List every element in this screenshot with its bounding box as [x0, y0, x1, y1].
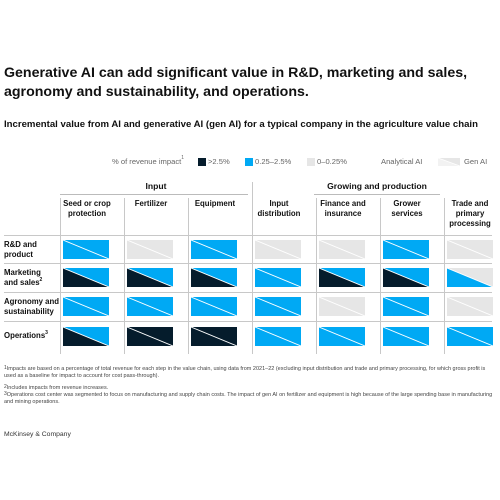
column-rule-1: [124, 198, 125, 354]
legend-label-analytical-ai: Analytical AI: [381, 157, 423, 166]
group-rule-input: [60, 194, 248, 195]
footnote-2: 2Includes impacts from revenue increases…: [4, 384, 109, 392]
cell-r3-c0: [63, 327, 109, 346]
cell-r2-c4: [319, 297, 365, 316]
column-header-4: Finance and insurance: [320, 199, 366, 218]
cell-r3-c1: [127, 327, 173, 346]
cell-divider: [447, 268, 493, 287]
cell-r3-c5: [383, 327, 429, 346]
cell-divider: [447, 297, 493, 316]
legend-swatch-low: [307, 158, 315, 166]
column-rule-5: [380, 198, 381, 354]
row-rule-2: [4, 292, 492, 293]
cell-r0-c1: [127, 240, 173, 259]
cell-divider: [127, 297, 173, 316]
cell-divider: [191, 297, 237, 316]
column-rule-4: [316, 198, 317, 354]
cell-divider: [255, 297, 301, 316]
cell-divider: [447, 240, 493, 259]
cell-r2-c1: [127, 297, 173, 316]
cell-r1-c1: [127, 268, 173, 287]
cell-divider: [319, 240, 365, 259]
cell-r0-c3: [255, 240, 301, 259]
column-header-2: Equipment: [194, 199, 236, 208]
row-label-0: R&D and product: [4, 240, 37, 259]
cell-divider: [383, 268, 429, 287]
cell-r2-c5: [383, 297, 429, 316]
cell-divider: [255, 327, 301, 346]
column-rule-0: [60, 198, 61, 354]
cell-r1-c5: [383, 268, 429, 287]
column-header-0: Seed or crop protection: [63, 199, 111, 218]
row-rule-3: [4, 321, 492, 322]
cell-divider: [127, 327, 173, 346]
group-label-input: Input: [145, 181, 167, 191]
column-rule-6: [444, 198, 445, 354]
cell-divider: [255, 268, 301, 287]
cell-divider: [255, 240, 301, 259]
cell-divider: [383, 240, 429, 259]
cell-r2-c2: [191, 297, 237, 316]
column-header-5: Grower services: [391, 199, 423, 218]
column-header-3: Input distribution: [257, 199, 301, 218]
cell-divider: [127, 268, 173, 287]
cell-r3-c3: [255, 327, 301, 346]
cell-r0-c4: [319, 240, 365, 259]
legend-label-low: 0–0.25%: [317, 157, 347, 166]
cell-divider: [63, 240, 109, 259]
row-rule-0: [4, 235, 492, 236]
cell-divider: [191, 327, 237, 346]
legend-swatch-high: [198, 158, 206, 166]
cell-r3-c2: [191, 327, 237, 346]
cell-r3-c6: [447, 327, 493, 346]
cell-r2-c3: [255, 297, 301, 316]
cell-r0-c5: [383, 240, 429, 259]
cell-divider: [319, 297, 365, 316]
cell-divider: [191, 268, 237, 287]
column-header-6: Trade and primary processing: [449, 199, 491, 228]
cell-r2-c0: [63, 297, 109, 316]
cell-r1-c4: [319, 268, 365, 287]
cell-r2-c6: [447, 297, 493, 316]
cell-divider: [191, 240, 237, 259]
source-label: McKinsey & Company: [4, 431, 71, 438]
legend-gen-ai-swatch: [438, 158, 460, 166]
legend-label-gen-ai: Gen AI: [464, 157, 488, 166]
legend-label-mid: 0.25–2.5%: [255, 157, 292, 166]
cell-r0-c6: [447, 240, 493, 259]
column-rule-2: [188, 198, 189, 354]
cell-r1-c2: [191, 268, 237, 287]
row-label-1: Marketing and sales2: [4, 268, 43, 287]
row-rule-1: [4, 263, 492, 264]
cell-r1-c6: [447, 268, 493, 287]
cell-divider: [63, 268, 109, 287]
chart-title: Incremental value from AI and generative…: [4, 119, 478, 130]
footnote-3: 3Operations cost center was segmented to…: [4, 391, 493, 405]
cell-divider: [383, 297, 429, 316]
legend-label-high: >2.5%: [208, 157, 230, 166]
row-label-3: Operations3: [4, 330, 48, 341]
cell-divider: [319, 327, 365, 346]
cell-r1-c3: [255, 268, 301, 287]
cell-r0-c2: [191, 240, 237, 259]
headline: Generative AI can add significant value …: [4, 65, 468, 100]
group-label-growing: Growing and production: [327, 181, 427, 191]
row-label-2: Agronomy and sustainability: [4, 297, 60, 316]
cell-divider: [63, 327, 109, 346]
cell-r0-c0: [63, 240, 109, 259]
cell-divider: [127, 240, 173, 259]
cell-r1-c0: [63, 268, 109, 287]
legend-title: % of revenue impact1: [112, 155, 185, 167]
footnote-1: 1Impacts are based on a percentage of to…: [4, 365, 486, 379]
cell-divider: [63, 297, 109, 316]
cell-divider: [383, 327, 429, 346]
column-header-1: Fertilizer: [134, 199, 168, 208]
cell-r3-c4: [319, 327, 365, 346]
cell-divider: [319, 268, 365, 287]
group-rule-growing: [314, 194, 440, 195]
column-rule-3: [252, 182, 253, 354]
cell-divider: [447, 327, 493, 346]
legend-swatch-mid: [245, 158, 253, 166]
